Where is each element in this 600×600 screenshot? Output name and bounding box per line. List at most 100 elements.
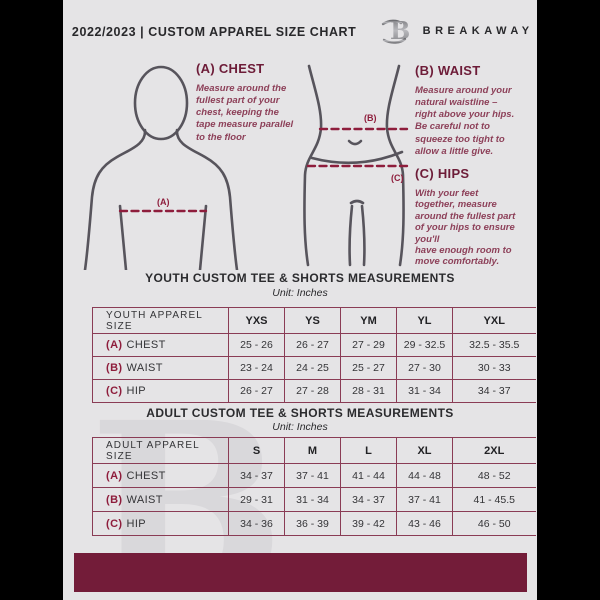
youth-table-title: YOUTH CUSTOM TEE & SHORTS MEASUREMENTS	[145, 271, 455, 285]
hips-heading: (C) HIPS	[415, 166, 470, 181]
adult-hip-row: (C) HIP 34 - 36 36 - 39 39 - 42 43 - 46 4…	[92, 511, 536, 536]
row-name: HIP	[126, 517, 147, 530]
left-hip-leg-outline	[303, 64, 323, 267]
footer-bar	[74, 553, 527, 592]
size-chart-flyer: 2022/2023 | CUSTOM APPAREL SIZE CHART B …	[63, 0, 537, 600]
cell: 32.5 - 35.5	[452, 333, 536, 357]
cell: 41 - 45.5	[452, 487, 536, 512]
hip-curve	[310, 150, 404, 165]
cell: 37 - 41	[396, 487, 453, 512]
brand-name: BREAKAWAY	[422, 25, 534, 37]
row-label-chest: (A) CHEST	[92, 463, 229, 488]
cell: 34 - 37	[452, 379, 536, 403]
svg-text:B: B	[390, 16, 410, 45]
cell: 30 - 33	[452, 356, 536, 380]
row-name: HIP	[126, 385, 147, 397]
waist-heading: (B) WAIST	[415, 63, 481, 78]
cell: 39 - 42	[340, 511, 397, 536]
row-label-hip: (C) HIP	[92, 379, 229, 403]
youth-col-yl: YL	[396, 307, 453, 334]
adult-col-2xl: 2XL	[452, 437, 536, 464]
row-prefix: (B)	[106, 362, 123, 374]
row-name: CHEST	[126, 469, 166, 482]
cell: 25 - 27	[340, 356, 397, 380]
row-name: CHEST	[126, 339, 166, 351]
right-body-side	[198, 204, 208, 270]
hips-marker-label: (C)	[391, 173, 404, 183]
youth-col-yxl: YXL	[452, 307, 536, 334]
row-label-hip: (C) HIP	[92, 511, 229, 536]
chest-heading: (A) CHEST	[196, 61, 265, 76]
waist-marker-label: (B)	[364, 113, 377, 123]
chest-description: Measure around the fullest part of your …	[196, 83, 294, 143]
adult-size-table: ADULT APPAREL SIZE S M L XL 2XL (A) CHEST…	[92, 437, 536, 536]
cell: 34 - 36	[228, 511, 285, 536]
youth-header-row: YOUTH APPAREL SIZE YXS YS YM YL YXL	[92, 307, 536, 334]
cell: 24 - 25	[284, 356, 341, 380]
cell: 34 - 37	[228, 463, 285, 488]
cell: 44 - 48	[396, 463, 453, 488]
cell: 28 - 31	[340, 379, 397, 403]
adult-unit-label: Unit: Inches	[272, 421, 328, 433]
youth-col-ys: YS	[284, 307, 341, 334]
left-shoulder-arm	[83, 128, 147, 270]
cell: 26 - 27	[228, 379, 285, 403]
cell: 26 - 27	[284, 333, 341, 357]
crotch-curve	[349, 199, 365, 205]
page-title: 2022/2023 | CUSTOM APPAREL SIZE CHART	[72, 23, 357, 39]
cell: 43 - 46	[396, 511, 453, 536]
cell: 46 - 50	[452, 511, 536, 536]
adult-table-title: ADULT CUSTOM TEE & SHORTS MEASUREMENTS	[146, 406, 454, 420]
row-label-waist: (B) WAIST	[92, 487, 229, 512]
cell: 36 - 39	[284, 511, 341, 536]
adult-chest-row: (A) CHEST 34 - 37 37 - 41 41 - 44 44 - 48…	[92, 463, 536, 488]
header: 2022/2023 | CUSTOM APPAREL SIZE CHART B …	[63, 16, 537, 46]
right-shoulder-arm	[175, 128, 239, 270]
chest-instructions: (A) CHEST Measure around the fullest par…	[196, 61, 311, 144]
youth-chest-row: (A) CHEST 25 - 26 26 - 27 27 - 29 29 - 32…	[92, 333, 536, 357]
adult-header-row: ADULT APPAREL SIZE S M L XL 2XL	[92, 437, 536, 464]
row-prefix: (A)	[106, 339, 123, 351]
waist-instructions: (B) WAIST Measure around your natural wa…	[415, 63, 537, 158]
adult-size-label: ADULT APPAREL SIZE	[92, 437, 229, 464]
youth-col-yxs: YXS	[228, 307, 285, 334]
row-name: WAIST	[126, 362, 163, 374]
row-label-waist: (B) WAIST	[92, 356, 229, 380]
left-inner-leg	[348, 204, 354, 267]
cell: 31 - 34	[396, 379, 453, 403]
youth-size-label: YOUTH APPAREL SIZE	[92, 307, 229, 334]
right-hip-leg-outline	[385, 64, 405, 267]
adult-col-m: M	[284, 437, 341, 464]
torso-diagram: (A)	[83, 65, 239, 270]
youth-unit-label: Unit: Inches	[272, 287, 328, 299]
cell: 29 - 32.5	[396, 333, 453, 357]
hips-instructions: (C) HIPS With your feet together, measur…	[415, 166, 537, 268]
breakaway-b-logo-icon: B	[381, 16, 410, 45]
youth-waist-row: (B) WAIST 23 - 24 24 - 25 25 - 27 27 - 30…	[92, 356, 536, 380]
row-prefix: (C)	[106, 385, 123, 397]
youth-size-table: YOUTH APPAREL SIZE YXS YS YM YL YXL (A) C…	[92, 307, 536, 403]
adult-waist-row: (B) WAIST 29 - 31 31 - 34 34 - 37 37 - 41…	[92, 487, 536, 512]
youth-col-ym: YM	[340, 307, 397, 334]
cell: 31 - 34	[284, 487, 341, 512]
right-inner-leg	[360, 204, 366, 267]
cell: 27 - 28	[284, 379, 341, 403]
row-prefix: (C)	[106, 517, 123, 530]
cell: 23 - 24	[228, 356, 285, 380]
adult-col-s: S	[228, 437, 285, 464]
youth-hip-row: (C) HIP 26 - 27 27 - 28 28 - 31 31 - 34 3…	[92, 379, 536, 403]
adult-col-xl: XL	[396, 437, 453, 464]
cell: 29 - 31	[228, 487, 285, 512]
row-name: WAIST	[126, 493, 163, 506]
cell: 41 - 44	[340, 463, 397, 488]
row-prefix: (A)	[106, 469, 123, 482]
navel	[347, 139, 363, 146]
cell: 27 - 30	[396, 356, 453, 380]
cell: 27 - 29	[340, 333, 397, 357]
cell: 25 - 26	[228, 333, 285, 357]
lower-body-diagram: (B) (C)	[303, 64, 412, 267]
brand-lockup: B BREAKAWAY	[381, 16, 534, 46]
row-prefix: (B)	[106, 493, 123, 506]
waist-description: Measure around your natural waistline – …	[415, 85, 515, 157]
